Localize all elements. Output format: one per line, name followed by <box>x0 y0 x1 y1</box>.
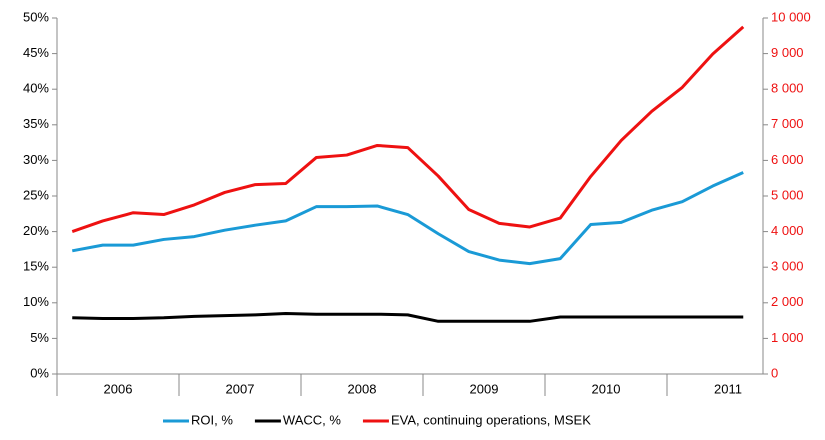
y-tick-label: 15% <box>23 259 49 274</box>
series-line <box>71 25 745 234</box>
y-tick-label: 0% <box>30 365 49 380</box>
x-tick-label: 2008 <box>348 381 377 396</box>
legend-label: WACC, % <box>283 412 341 427</box>
legend-label: ROI, % <box>191 412 233 427</box>
y-tick-label: 40% <box>23 81 49 96</box>
y2-tick-label: 10 000 <box>771 9 811 24</box>
y2-tick-label: 5 000 <box>771 187 804 202</box>
y2-tick-label: 7 000 <box>771 116 804 131</box>
y2-tick-label: 3 000 <box>771 259 804 274</box>
x-tick-label: 2006 <box>104 381 133 396</box>
y2-tick-label: 4 000 <box>771 223 804 238</box>
y2-tick-label: 6 000 <box>771 152 804 167</box>
series-line <box>71 171 744 266</box>
y-tick-label: 25% <box>23 187 49 202</box>
series-line <box>72 311 744 323</box>
y2-tick-label: 1 000 <box>771 330 804 345</box>
y-tick-label: 45% <box>23 45 49 60</box>
y-tick-label: 5% <box>30 330 49 345</box>
y-tick-label: 20% <box>23 223 49 238</box>
x-tick-label: 2011 <box>714 381 742 396</box>
y-tick-label: 35% <box>23 116 49 131</box>
y2-tick-label: 0 <box>771 365 778 380</box>
legend-label: EVA, continuing operations, MSEK <box>391 412 591 427</box>
y2-tick-label: 9 000 <box>771 45 804 60</box>
y-tick-label: 10% <box>23 294 49 309</box>
y-tick-label: 50% <box>23 9 49 24</box>
y-tick-label: 30% <box>23 152 49 167</box>
x-tick-label: 2010 <box>592 381 621 396</box>
x-tick-label: 2007 <box>226 381 255 396</box>
x-tick-label: 2009 <box>470 381 499 396</box>
y2-tick-label: 8 000 <box>771 81 804 96</box>
y2-tick-label: 2 000 <box>771 294 804 309</box>
